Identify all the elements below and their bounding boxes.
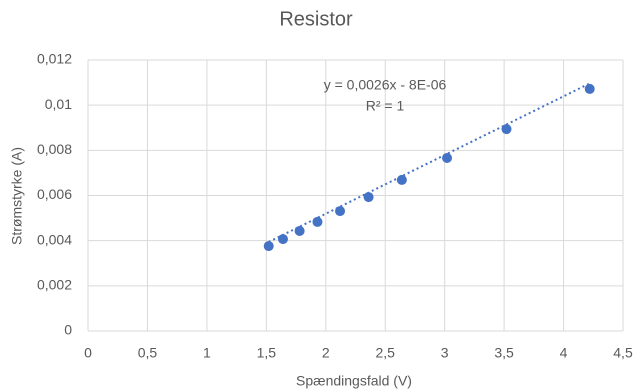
- data-point: [294, 225, 305, 236]
- y-tick-label: 0,006: [37, 186, 72, 202]
- x-tick-label: 4,5: [613, 345, 633, 361]
- x-axis-label: Spændingsfald (V): [296, 373, 412, 389]
- data-point: [584, 83, 595, 94]
- data-point: [312, 216, 323, 227]
- x-tick-label: 1: [203, 345, 211, 361]
- y-axis-label: Strømstyrke (A): [9, 147, 25, 245]
- y-tick-label: 0,004: [37, 231, 72, 247]
- data-point: [335, 206, 346, 217]
- data-point: [442, 153, 453, 164]
- y-tick-label: 0,008: [37, 141, 72, 157]
- y-tick-label: 0,002: [37, 277, 72, 293]
- x-tick-label: 2: [322, 345, 330, 361]
- data-point: [277, 234, 288, 245]
- x-tick-label: 0: [84, 345, 92, 361]
- x-tick-label: 0,5: [138, 345, 158, 361]
- trendline-r-squared: R² = 1: [366, 98, 405, 114]
- trendline-equation: y = 0,0026x - 8E-06: [324, 77, 447, 93]
- x-tick-label: 1,5: [257, 345, 277, 361]
- x-tick-label: 3: [441, 345, 449, 361]
- x-tick-label: 2,5: [375, 345, 395, 361]
- x-tick-label: 3,5: [494, 345, 514, 361]
- x-tick-label: 4: [560, 345, 568, 361]
- y-tick-label: 0,01: [45, 96, 72, 112]
- data-point: [501, 124, 512, 135]
- chart-title: Resistor: [279, 8, 353, 30]
- data-point: [263, 241, 274, 252]
- y-tick-label: 0: [64, 322, 72, 338]
- data-point: [396, 174, 407, 185]
- y-tick-label: 0,012: [37, 51, 72, 67]
- data-point: [363, 192, 374, 203]
